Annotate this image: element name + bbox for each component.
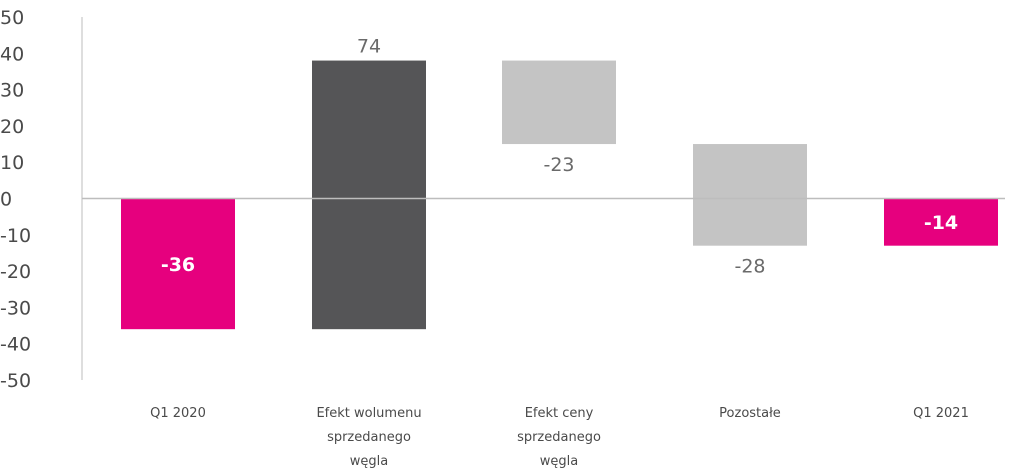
data-label: -14 — [924, 212, 958, 234]
y-tick-label: 20 — [0, 116, 24, 138]
x-tick-label: Efekt ceny — [525, 406, 594, 421]
bar — [693, 144, 807, 246]
x-tick-label: sprzedanego — [327, 430, 411, 445]
data-label: -28 — [734, 256, 765, 278]
x-tick-label: Q1 2021 — [913, 406, 969, 421]
x-tick-label: węgla — [540, 454, 578, 469]
bar — [312, 60, 426, 330]
y-tick-label: 0 — [0, 189, 12, 211]
bars — [82, 60, 1005, 330]
y-tick-label: -30 — [0, 297, 31, 319]
bar — [121, 198, 235, 330]
y-tick-label: -10 — [0, 225, 31, 247]
y-tick-label: 10 — [0, 152, 24, 174]
data-label: -23 — [543, 154, 574, 176]
x-tick-label: sprzedanego — [517, 430, 601, 445]
data-label: 74 — [357, 36, 381, 58]
x-tick-label: Q1 2020 — [150, 406, 206, 421]
y-tick-label: -40 — [0, 334, 31, 356]
y-tick-label: 30 — [0, 80, 24, 102]
bar — [884, 198, 998, 246]
y-tick-label: 40 — [0, 43, 24, 65]
x-tick-label: Pozostałe — [719, 406, 781, 421]
y-tick-label: -50 — [0, 370, 31, 392]
bar — [502, 60, 616, 145]
x-tick-label: Efekt wolumenu — [316, 406, 421, 421]
y-axis: 50 40 30 20 10 0 -10 -20 -30 -40 -50 — [0, 7, 83, 392]
y-tick-label: 50 — [0, 7, 24, 29]
y-tick-label: -20 — [0, 261, 31, 283]
x-axis: Q1 2020 Efekt wolumenu sprzedanego węgla Efe… — [150, 406, 969, 469]
x-tick-label: węgla — [350, 454, 388, 469]
data-label: -36 — [161, 254, 195, 276]
data-labels: -36 74 -23 -28 -14 — [161, 36, 958, 278]
